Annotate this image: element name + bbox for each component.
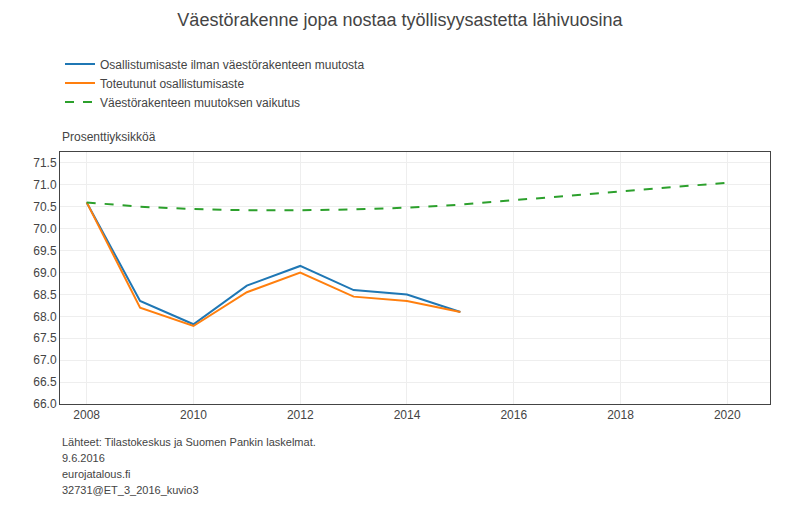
svg-text:Osallistumisaste ilman väestör: Osallistumisaste ilman väestörakenteen m… (100, 58, 364, 72)
svg-text:2020: 2020 (714, 408, 741, 422)
svg-text:68.5: 68.5 (33, 288, 57, 302)
svg-text:70.0: 70.0 (33, 222, 57, 236)
svg-text:68.0: 68.0 (33, 310, 57, 324)
svg-text:2010: 2010 (180, 408, 207, 422)
svg-text:Väestörakenteen muutoksen vaik: Väestörakenteen muutoksen vaikutus (100, 96, 300, 110)
svg-text:71.0: 71.0 (33, 178, 57, 192)
svg-text:Prosenttiyksikköä: Prosenttiyksikköä (62, 130, 156, 144)
svg-text:67.5: 67.5 (33, 331, 57, 345)
svg-text:2012: 2012 (287, 408, 314, 422)
svg-text:Toteutunut osallistumisaste: Toteutunut osallistumisaste (100, 77, 244, 91)
svg-text:71.5: 71.5 (33, 156, 57, 170)
svg-text:2016: 2016 (500, 408, 527, 422)
svg-text:2018: 2018 (607, 408, 634, 422)
svg-text:70.5: 70.5 (33, 200, 57, 214)
svg-text:2014: 2014 (394, 408, 421, 422)
svg-text:9.6.2016: 9.6.2016 (62, 452, 105, 464)
svg-text:66.0: 66.0 (33, 397, 57, 411)
svg-text:2008: 2008 (73, 408, 100, 422)
svg-text:66.5: 66.5 (33, 375, 57, 389)
svg-text:Lähteet: Tilastokeskus ja Suom: Lähteet: Tilastokeskus ja Suomen Pankin … (62, 436, 316, 448)
svg-text:67.0: 67.0 (33, 353, 57, 367)
svg-text:eurojatalous.fi: eurojatalous.fi (62, 468, 131, 480)
svg-text:Väestörakenne jopa nostaa työl: Väestörakenne jopa nostaa työllisyysaste… (177, 10, 623, 30)
svg-text:69.5: 69.5 (33, 244, 57, 258)
svg-text:69.0: 69.0 (33, 266, 57, 280)
svg-text:32731@ET_3_2016_kuvio3: 32731@ET_3_2016_kuvio3 (62, 484, 199, 496)
